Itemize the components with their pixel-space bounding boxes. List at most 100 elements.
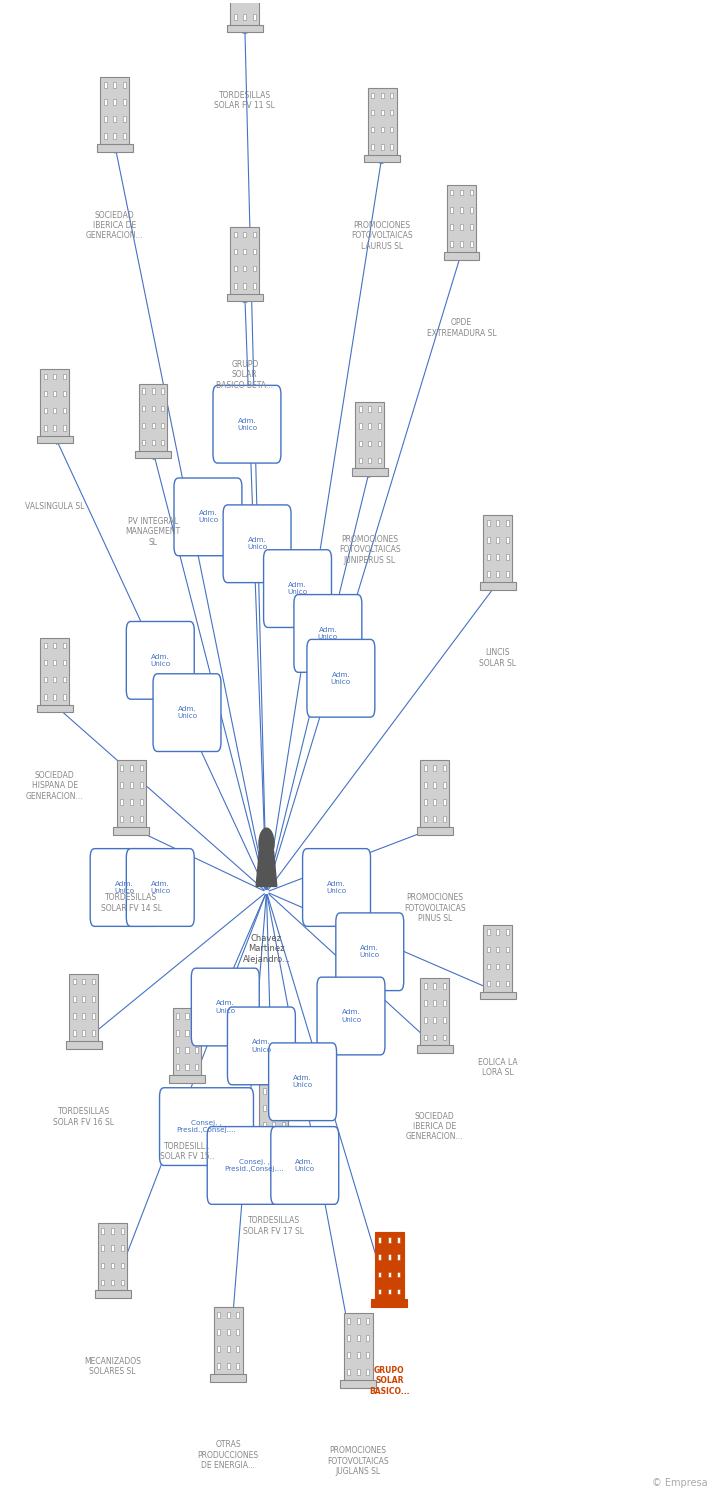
Bar xyxy=(378,423,381,429)
Bar xyxy=(161,440,165,446)
Bar xyxy=(460,207,463,213)
Bar xyxy=(359,441,362,447)
Bar xyxy=(230,226,259,296)
Text: Adm.
Unico: Adm. Unico xyxy=(114,880,134,894)
Bar xyxy=(114,117,116,122)
Bar xyxy=(340,1380,376,1388)
FancyBboxPatch shape xyxy=(317,976,385,1054)
Text: Adm.
Unico: Adm. Unico xyxy=(288,582,308,596)
Bar xyxy=(390,144,393,150)
Bar xyxy=(114,99,116,105)
Bar xyxy=(357,1318,360,1323)
Bar xyxy=(63,676,66,682)
Text: PROMOCIONES
FOTOVOLTAICAS
PINUS SL: PROMOCIONES FOTOVOLTAICAS PINUS SL xyxy=(404,894,466,924)
FancyBboxPatch shape xyxy=(207,1126,301,1204)
Bar xyxy=(253,266,256,272)
Bar xyxy=(226,1312,230,1317)
Bar xyxy=(378,441,381,447)
Text: OPDE
EXTREMADURA SL: OPDE EXTREMADURA SL xyxy=(427,318,496,338)
Bar xyxy=(98,1224,127,1292)
Bar xyxy=(378,1288,381,1294)
Bar xyxy=(390,93,393,99)
Bar xyxy=(381,128,384,132)
Bar xyxy=(227,24,263,33)
FancyBboxPatch shape xyxy=(269,1042,336,1120)
Bar xyxy=(226,1329,230,1335)
Bar xyxy=(253,231,256,237)
Bar xyxy=(368,441,371,447)
Bar xyxy=(381,110,384,116)
Bar xyxy=(243,231,246,237)
Bar xyxy=(359,406,362,412)
Bar xyxy=(73,1030,76,1036)
Bar xyxy=(378,1272,381,1276)
Bar xyxy=(378,1254,381,1260)
Bar xyxy=(111,1263,114,1268)
Bar xyxy=(433,1035,436,1040)
Bar xyxy=(443,1000,446,1006)
Bar xyxy=(486,946,489,952)
Bar xyxy=(217,1312,220,1317)
Bar xyxy=(282,1122,285,1128)
Text: Adm.
Unico: Adm. Unico xyxy=(247,537,267,550)
Bar xyxy=(123,134,126,140)
Bar xyxy=(230,0,259,26)
Bar xyxy=(103,134,106,140)
Text: SOCIEDAD
HISPANA DE
GENERACION...: SOCIEDAD HISPANA DE GENERACION... xyxy=(26,771,84,801)
Bar xyxy=(460,242,463,246)
Bar xyxy=(243,13,246,20)
Bar xyxy=(272,1122,275,1128)
Text: Adm.
Unico: Adm. Unico xyxy=(318,627,338,640)
Bar xyxy=(82,996,85,1002)
Bar xyxy=(195,1065,198,1070)
Bar xyxy=(375,1233,404,1300)
Bar xyxy=(433,782,436,788)
Bar xyxy=(388,1288,391,1294)
Bar xyxy=(359,458,362,464)
Bar xyxy=(130,816,133,822)
FancyBboxPatch shape xyxy=(303,849,371,927)
Bar xyxy=(424,1000,427,1006)
Bar xyxy=(417,827,453,836)
Bar xyxy=(460,224,463,230)
Text: Adm.
Unico: Adm. Unico xyxy=(295,1160,314,1172)
Bar xyxy=(253,284,256,288)
Bar xyxy=(366,1318,369,1323)
Bar xyxy=(381,144,384,150)
Bar xyxy=(388,1254,391,1260)
Bar xyxy=(217,1329,220,1335)
Bar xyxy=(114,827,149,836)
Bar xyxy=(130,765,133,771)
Bar xyxy=(92,980,95,984)
Bar xyxy=(388,1238,391,1244)
Bar xyxy=(355,402,384,470)
Bar xyxy=(357,1335,360,1341)
Bar xyxy=(226,1364,230,1370)
Bar xyxy=(506,572,509,578)
Bar xyxy=(357,1370,360,1376)
Bar xyxy=(443,800,446,806)
Bar xyxy=(470,242,472,246)
Bar xyxy=(130,782,133,788)
Bar xyxy=(92,1030,95,1036)
Bar xyxy=(282,1138,285,1144)
Bar xyxy=(103,82,106,88)
Text: TORDESILL..
SOLAR FV 15..: TORDESILL.. SOLAR FV 15.. xyxy=(160,1142,214,1161)
FancyBboxPatch shape xyxy=(127,849,194,927)
Bar xyxy=(506,946,509,952)
Text: SOCIEDAD
IBERICA DE
GENERACION...: SOCIEDAD IBERICA DE GENERACION... xyxy=(86,210,143,240)
Bar xyxy=(63,642,66,648)
Bar xyxy=(40,369,69,436)
Bar xyxy=(368,458,371,464)
Text: PV INTEGRAL
MANAGEMENT
SL: PV INTEGRAL MANAGEMENT SL xyxy=(125,518,181,546)
Bar xyxy=(486,572,489,578)
Bar xyxy=(142,423,145,429)
Bar xyxy=(486,963,489,969)
Bar xyxy=(151,405,154,411)
Bar xyxy=(101,1280,104,1286)
Bar xyxy=(214,1306,242,1376)
Text: Consej. ,
Presid.,Consej....: Consej. , Presid.,Consej.... xyxy=(224,1160,284,1172)
Bar xyxy=(100,78,129,146)
Bar xyxy=(82,1030,85,1036)
Bar xyxy=(217,1364,220,1370)
